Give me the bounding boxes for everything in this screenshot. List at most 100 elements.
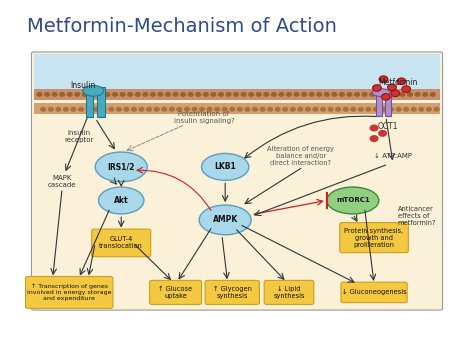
Circle shape [366,108,371,111]
Circle shape [117,108,121,111]
Circle shape [362,93,367,96]
FancyBboxPatch shape [341,282,407,303]
Circle shape [207,108,212,111]
Circle shape [434,108,439,111]
Bar [385,90,391,116]
Ellipse shape [199,205,251,235]
Circle shape [332,93,337,96]
Bar [376,90,382,116]
Text: Anticancer
effects of
metformin?: Anticancer effects of metformin? [398,206,436,226]
Circle shape [343,108,348,111]
Circle shape [391,90,400,97]
Circle shape [268,108,273,111]
FancyBboxPatch shape [264,280,314,305]
Circle shape [200,108,204,111]
Circle shape [310,93,314,96]
Text: mTORC1: mTORC1 [336,197,370,203]
Circle shape [45,93,49,96]
Ellipse shape [201,153,249,180]
Text: OCT1: OCT1 [378,122,399,131]
Circle shape [113,93,118,96]
Circle shape [71,108,76,111]
Circle shape [158,93,163,96]
Circle shape [75,93,80,96]
Circle shape [382,94,390,100]
Circle shape [226,93,231,96]
Circle shape [41,108,46,111]
Circle shape [253,108,257,111]
Circle shape [324,93,329,96]
Circle shape [222,108,227,111]
Bar [86,87,93,118]
Circle shape [404,108,409,111]
Circle shape [165,93,170,96]
Circle shape [298,108,303,111]
Circle shape [162,108,166,111]
Circle shape [389,108,393,111]
Text: Insulin: Insulin [71,81,96,90]
Circle shape [94,108,99,111]
Circle shape [155,108,159,111]
Circle shape [143,93,148,96]
Circle shape [423,93,428,96]
Circle shape [283,108,288,111]
Circle shape [109,108,114,111]
Circle shape [192,108,197,111]
Circle shape [379,76,388,82]
Circle shape [419,108,424,111]
FancyBboxPatch shape [31,52,443,310]
Text: Alteration of energy
balance and/or
direct interaction?: Alteration of energy balance and/or dire… [267,146,334,166]
Bar [97,87,105,118]
Circle shape [294,93,299,96]
Circle shape [272,93,276,96]
Circle shape [98,93,102,96]
Text: MAPK
cascade: MAPK cascade [48,175,76,187]
Circle shape [173,93,178,96]
Circle shape [402,86,410,92]
Circle shape [336,108,340,111]
Circle shape [264,93,269,96]
Circle shape [347,93,352,96]
Text: Akt: Akt [114,196,128,205]
Circle shape [256,93,261,96]
Circle shape [184,108,189,111]
Text: GLUT-4
translocation: GLUT-4 translocation [99,236,143,250]
Circle shape [317,93,321,96]
Circle shape [351,108,356,111]
Circle shape [234,93,238,96]
Circle shape [147,108,152,111]
Ellipse shape [95,152,147,182]
Circle shape [373,85,381,91]
FancyBboxPatch shape [26,277,113,308]
Ellipse shape [327,187,379,214]
Circle shape [388,84,396,91]
Circle shape [313,108,318,111]
Circle shape [177,108,182,111]
Text: Insulin
receptor: Insulin receptor [64,130,93,143]
Text: AMPK: AMPK [212,215,238,224]
Circle shape [370,93,374,96]
Circle shape [397,78,406,84]
Circle shape [230,108,235,111]
Circle shape [306,108,310,111]
Text: Metformin-Mechanism of Action: Metformin-Mechanism of Action [27,17,337,36]
Circle shape [245,108,250,111]
Circle shape [377,93,382,96]
Circle shape [430,93,435,96]
Text: Metformin: Metformin [378,78,418,87]
Circle shape [203,93,208,96]
Text: Potentiation of
insulin signaling?: Potentiation of insulin signaling? [173,111,234,124]
Circle shape [56,108,61,111]
Circle shape [302,93,307,96]
Circle shape [374,108,378,111]
Text: LKB1: LKB1 [214,162,236,171]
Circle shape [136,93,140,96]
Circle shape [82,93,87,96]
Circle shape [52,93,57,96]
Circle shape [181,93,185,96]
Circle shape [358,108,363,111]
Circle shape [275,108,280,111]
Circle shape [211,93,216,96]
Text: ↓ ATP:AMP: ↓ ATP:AMP [374,153,412,159]
Circle shape [64,108,68,111]
